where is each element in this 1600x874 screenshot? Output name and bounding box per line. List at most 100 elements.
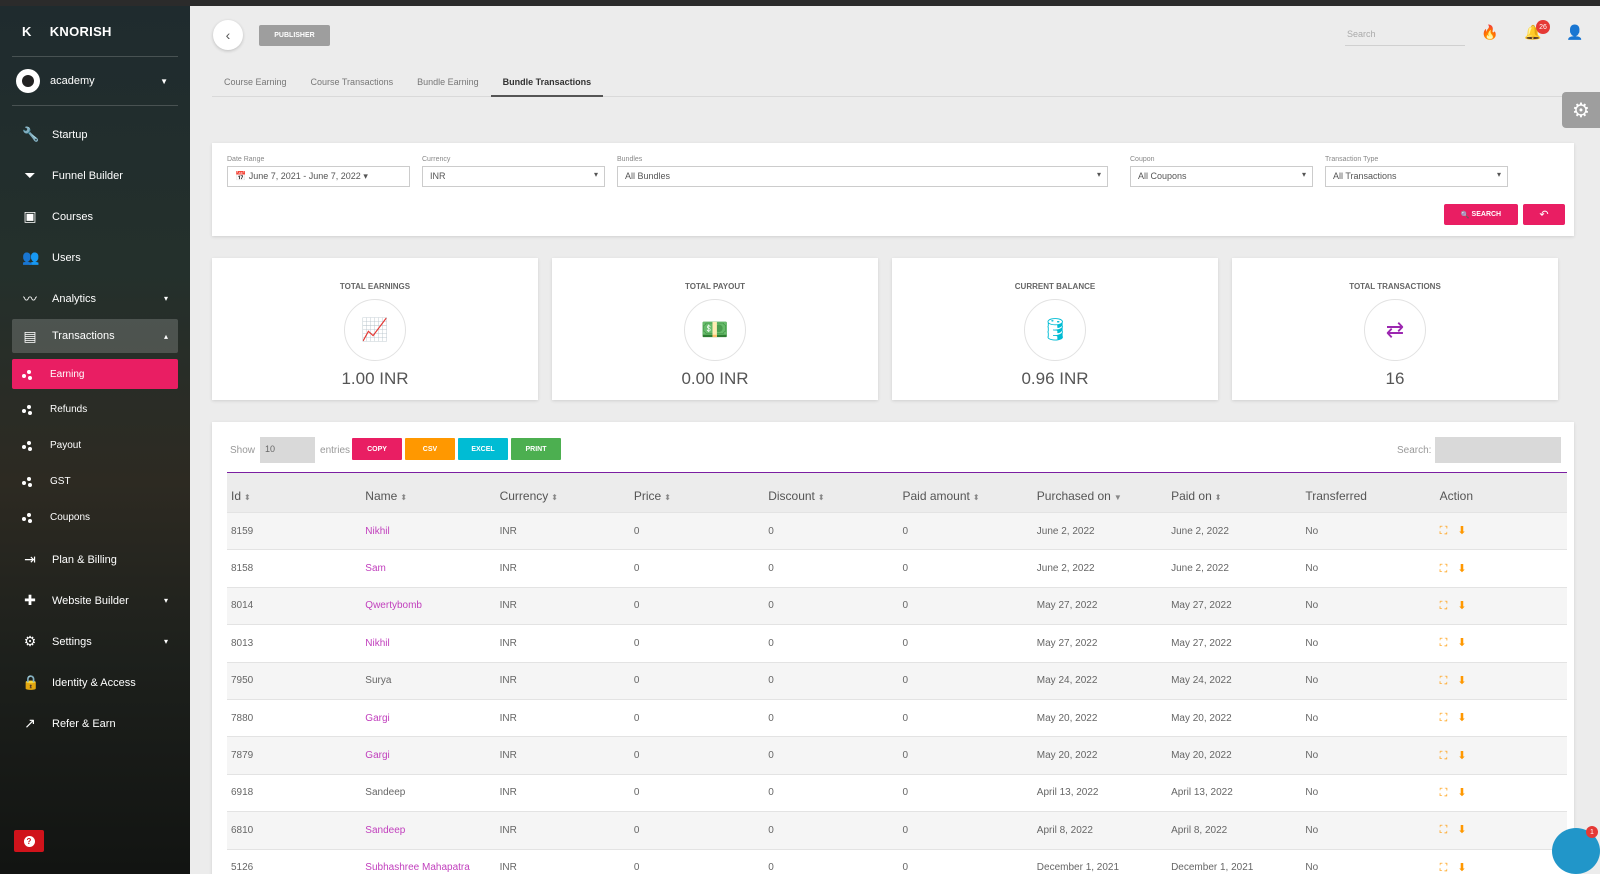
cell-name[interactable]: Gargi: [361, 698, 496, 737]
entries-select[interactable]: 10: [260, 437, 316, 463]
stat-label: TOTAL TRANSACTIONS: [1349, 282, 1441, 291]
coupon-select[interactable]: All Coupons: [1130, 166, 1313, 187]
column-header-id[interactable]: Id ⬍: [227, 473, 361, 513]
table-row: 8014 Qwertybomb INR 0 0 0 May 27, 2022 May 27, …: [227, 586, 1567, 625]
expand-icon[interactable]: ⛶: [1439, 562, 1448, 575]
expand-icon[interactable]: ⛶: [1439, 599, 1448, 612]
download-icon[interactable]: ⬇: [1457, 712, 1467, 725]
sidebar-item-identity-and-access[interactable]: 🔒 Identity & Access: [0, 662, 190, 703]
cell-currency: INR: [495, 661, 630, 700]
excel-button[interactable]: EXCEL: [458, 438, 508, 460]
cell-paid-amount: 0: [898, 736, 1033, 775]
cell-action: ⛶ ⬇: [1435, 698, 1567, 737]
sidebar-item-website-builder[interactable]: ✚ Website Builder ▾: [0, 580, 190, 621]
cell-name[interactable]: Subhashree Mahapatra: [361, 848, 496, 874]
currency-select[interactable]: INR: [422, 166, 605, 187]
download-icon[interactable]: ⬇: [1457, 562, 1467, 575]
chat-widget-button[interactable]: 1: [1552, 826, 1600, 874]
cell-purchased-on: April 13, 2022: [1032, 773, 1168, 812]
fire-icon[interactable]: 🔥: [1481, 24, 1499, 40]
download-icon[interactable]: ⬇: [1457, 674, 1467, 687]
sidebar-subitem-earning[interactable]: Earning: [12, 359, 178, 389]
download-icon[interactable]: ⬇: [1457, 637, 1467, 650]
download-icon[interactable]: ⬇: [1457, 824, 1467, 837]
column-header-paid-amount[interactable]: Paid amount ⬍: [898, 473, 1032, 513]
cell-name[interactable]: Qwertybomb: [361, 586, 496, 625]
cell-name[interactable]: Sam: [361, 549, 496, 588]
reset-button[interactable]: ↶: [1523, 204, 1565, 225]
cell-discount: 0: [764, 773, 899, 812]
sidebar-item-funnel-builder[interactable]: ⏷ Funnel Builder: [0, 155, 190, 196]
cell-id: 7879: [227, 736, 362, 775]
brand[interactable]: K KNORISH: [0, 6, 190, 56]
tab-course-transactions[interactable]: Course Transactions: [310, 77, 394, 87]
sidebar-subitem-payout[interactable]: Payout: [0, 427, 190, 463]
settings-gear-button[interactable]: ⚙: [1562, 92, 1600, 128]
column-header-name[interactable]: Name ⬍: [361, 473, 495, 513]
date-range-picker[interactable]: 📅 June 7, 2021 - June 7, 2022 ▾: [227, 166, 410, 187]
account-switcher[interactable]: academy ▼: [0, 57, 190, 105]
sidebar-subitem-refunds[interactable]: Refunds: [0, 391, 190, 427]
expand-icon[interactable]: ⛶: [1439, 712, 1448, 725]
cell-name[interactable]: Gargi: [361, 736, 496, 775]
cell-purchased-on: April 8, 2022: [1032, 811, 1168, 850]
expand-icon[interactable]: ⛶: [1439, 786, 1448, 799]
cell-discount: 0: [764, 624, 899, 663]
publisher-badge[interactable]: PUBLISHER: [259, 25, 330, 46]
column-header-label: Paid amount: [902, 488, 970, 503]
column-header-discount[interactable]: Discount ⬍: [764, 473, 898, 513]
back-button[interactable]: ‹: [213, 20, 243, 50]
download-icon[interactable]: ⬇: [1457, 749, 1467, 762]
expand-icon[interactable]: ⛶: [1439, 525, 1448, 538]
tab-course-earning[interactable]: Course Earning: [224, 77, 287, 87]
sidebar-subitem-gst[interactable]: GST: [0, 463, 190, 499]
sidebar-subitem-label: GST: [50, 475, 71, 487]
column-header-paid-on[interactable]: Paid on ⬍: [1167, 473, 1301, 513]
expand-icon[interactable]: ⛶: [1439, 861, 1448, 874]
user-icon[interactable]: 👤: [1566, 24, 1584, 40]
cell-name[interactable]: Sandeep: [361, 811, 496, 850]
column-header-price[interactable]: Price ⬍: [630, 473, 764, 513]
bundles-select[interactable]: All Bundles: [617, 166, 1108, 187]
cell-id: 8013: [227, 624, 362, 663]
cell-name[interactable]: Nikhil: [361, 624, 496, 663]
expand-icon[interactable]: ⛶: [1439, 824, 1448, 837]
tab-bundle-earning[interactable]: Bundle Earning: [417, 77, 479, 87]
sidebar-item-transactions[interactable]: ▤ Transactions ▴: [12, 319, 178, 353]
search-button[interactable]: 🔍 SEARCH: [1444, 204, 1518, 225]
column-header-purchased-on[interactable]: Purchased on ▼: [1033, 473, 1167, 513]
sidebar-item-courses[interactable]: ▣ Courses: [0, 196, 190, 237]
cell-currency: INR: [495, 811, 630, 850]
tab-bundle-transactions[interactable]: Bundle Transactions: [490, 70, 604, 97]
sort-icon: ⬍: [817, 492, 825, 502]
download-icon[interactable]: ⬇: [1457, 861, 1467, 874]
sidebar-item-plan-and-billing[interactable]: ⇥ Plan & Billing: [0, 539, 190, 580]
expand-icon[interactable]: ⛶: [1439, 674, 1448, 687]
header-search-input[interactable]: Search: [1345, 24, 1465, 46]
print-button[interactable]: PRINT: [511, 438, 561, 460]
cell-currency: INR: [495, 698, 630, 737]
download-icon[interactable]: ⬇: [1457, 786, 1467, 799]
download-icon[interactable]: ⬇: [1457, 525, 1467, 538]
share-icon: [22, 369, 32, 380]
transactions-table: Id ⬍ Name ⬍ Currency ⬍ Price ⬍ Discount ⬍ Paid amo…: [227, 472, 1567, 874]
cell-currency: INR: [495, 736, 630, 775]
entries-length-control: Show 10 entries: [230, 437, 350, 463]
cell-name[interactable]: Nikhil: [361, 511, 496, 550]
csv-button[interactable]: CSV: [405, 438, 455, 460]
sidebar-item-refer-and-earn[interactable]: ↗ Refer & Earn: [0, 703, 190, 744]
sidebar-item-analytics[interactable]: 〰 Analytics ▾: [0, 278, 190, 319]
column-header-currency[interactable]: Currency ⬍: [496, 473, 630, 513]
download-icon[interactable]: ⬇: [1457, 599, 1467, 612]
table-search-input[interactable]: [1435, 437, 1562, 463]
sidebar-subitem-coupons[interactable]: Coupons: [0, 499, 190, 535]
sidebar-item-startup[interactable]: 🔧 Startup: [0, 114, 190, 155]
sidebar-item-settings[interactable]: ⚙ Settings ▾: [0, 621, 190, 662]
transaction-type-select[interactable]: All Transactions: [1325, 166, 1508, 187]
expand-icon[interactable]: ⛶: [1439, 749, 1448, 762]
cell-purchased-on: May 20, 2022: [1032, 698, 1168, 737]
expand-icon[interactable]: ⛶: [1439, 637, 1448, 650]
sidebar-item-users[interactable]: 👥 Users: [0, 237, 190, 278]
help-button[interactable]: ?: [14, 830, 44, 852]
copy-button[interactable]: COPY: [352, 438, 402, 460]
